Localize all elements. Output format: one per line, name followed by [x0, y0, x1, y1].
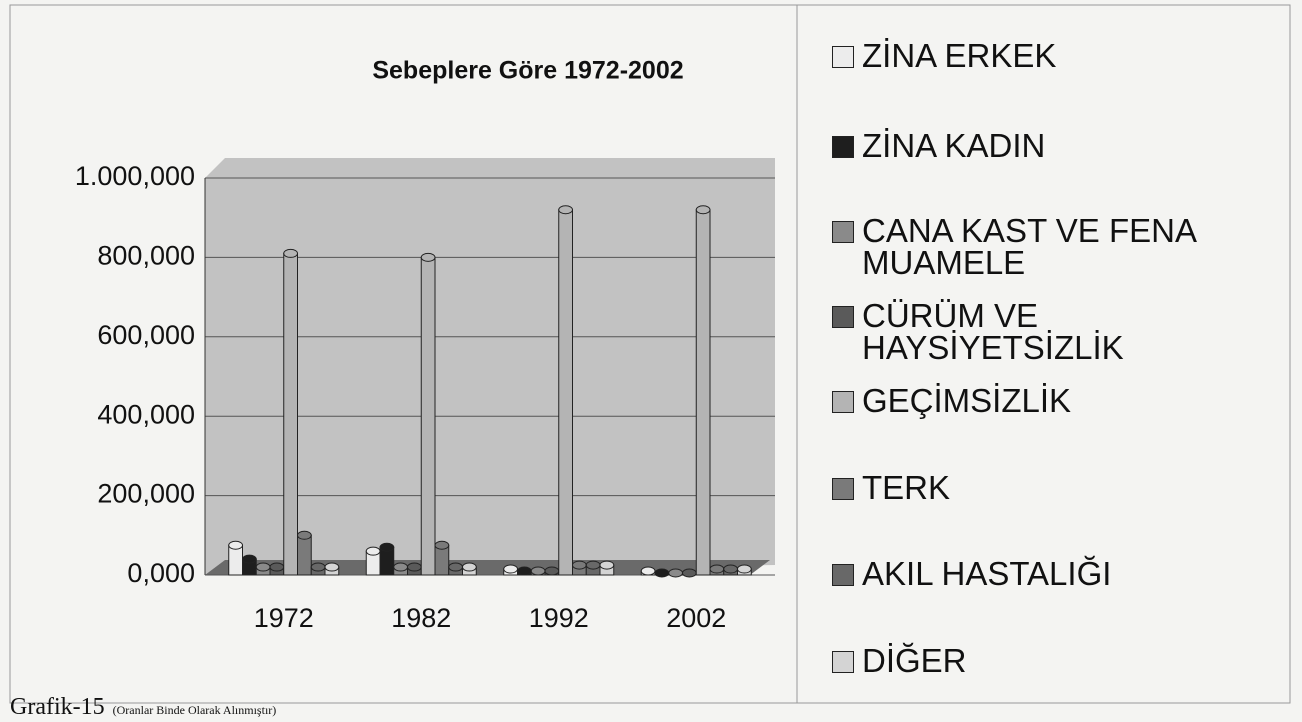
- x-tick-label: 1992: [529, 603, 589, 633]
- x-tick-label: 1972: [254, 603, 314, 633]
- caption: Grafik-15 (Oranlar Binde Olarak Alınmıştı…: [10, 694, 276, 721]
- legend-swatch: [832, 391, 854, 413]
- bar-top: [448, 562, 463, 572]
- bar-top: [228, 540, 243, 550]
- bar-top: [640, 566, 656, 576]
- legend-swatch: [832, 651, 854, 673]
- bar-top: [310, 562, 326, 572]
- legend-item: AKIL HASTALIĞI: [832, 555, 1292, 592]
- legend-label: ZİNA KADIN: [862, 127, 1046, 164]
- legend-label: ZİNA ERKEK: [862, 37, 1057, 74]
- bar: [420, 256, 436, 576]
- bar-top: [242, 554, 257, 564]
- x-tick-label: 2002: [666, 603, 726, 633]
- bar-top: [544, 566, 560, 576]
- y-tick-label: 800,000: [97, 241, 195, 271]
- legend-label: AKIL HASTALIĞI: [862, 555, 1112, 592]
- bar-top: [297, 530, 312, 540]
- legend-label: TERK: [862, 469, 951, 506]
- bar-top: [379, 542, 395, 552]
- x-tick-label: 1982: [391, 603, 451, 633]
- y-tick-label: 600,000: [97, 320, 195, 350]
- bar-top: [737, 564, 752, 574]
- bar-top: [558, 205, 573, 215]
- legend-label: GEÇİMSİZLİK: [862, 382, 1072, 419]
- legend-item: CANA KAST VE FENA MUAMELE: [832, 212, 1292, 281]
- legend-item: GEÇİMSİZLİK: [832, 382, 1292, 419]
- bar-top: [324, 562, 340, 572]
- bar-top: [393, 562, 408, 572]
- bar-top: [654, 568, 670, 578]
- legend-swatch: [832, 46, 854, 68]
- chart-title: Sebeplere Göre 1972-2002: [372, 57, 683, 85]
- legend-item: ZİNA KADIN: [832, 127, 1292, 164]
- frame: [9, 4, 1291, 704]
- bar-top: [668, 568, 683, 578]
- bar-top: [517, 566, 532, 576]
- bar-top: [572, 560, 587, 570]
- bar-top: [682, 568, 697, 578]
- legend-label: CANA KAST VE FENA MUAMELE: [862, 212, 1196, 281]
- y-tick-label: 200,000: [97, 479, 195, 509]
- bar-top: [434, 540, 450, 550]
- bar-top: [723, 564, 738, 574]
- legend-item: ZİNA ERKEK: [832, 37, 1292, 74]
- bar: [695, 209, 711, 576]
- legend-label: DİĞER: [862, 642, 967, 679]
- bar-top: [503, 564, 518, 574]
- bar: [297, 534, 312, 576]
- y-tick-label: 0,000: [127, 558, 195, 588]
- legend-swatch: [832, 564, 854, 586]
- bar-top: [365, 546, 381, 556]
- y-tick-label: 400,000: [97, 399, 195, 429]
- bar-top: [585, 560, 601, 570]
- legend-item: CÜRÜM VE HAYSİYETSİZLİK: [832, 297, 1292, 366]
- caption-text: Grafik-15: [10, 694, 105, 720]
- bar-top: [255, 562, 271, 572]
- plot-wall: [205, 158, 775, 575]
- bar-top: [599, 560, 615, 570]
- legend-item: DİĞER: [832, 642, 1292, 679]
- bar-top: [283, 248, 298, 258]
- y-tick-label: 1.000,000: [75, 161, 195, 191]
- bar-top: [420, 252, 436, 262]
- legend-item: TERK: [832, 469, 1292, 506]
- plot-floor: [205, 560, 770, 575]
- legend-swatch: [832, 306, 854, 328]
- legend-label: CÜRÜM VE HAYSİYETSİZLİK: [862, 297, 1124, 366]
- bar-top: [709, 564, 725, 574]
- bar-top: [462, 562, 477, 572]
- bar-top: [269, 562, 285, 572]
- legend-swatch: [832, 221, 854, 243]
- bar-top: [407, 562, 422, 572]
- bar: [558, 209, 573, 576]
- legend-swatch: [832, 136, 854, 158]
- legend-swatch: [832, 478, 854, 500]
- bar-top: [530, 566, 546, 576]
- bar-top: [695, 205, 711, 215]
- bar: [283, 252, 298, 576]
- caption-note: (Oranlar Binde Olarak Alınmıştır): [112, 703, 277, 717]
